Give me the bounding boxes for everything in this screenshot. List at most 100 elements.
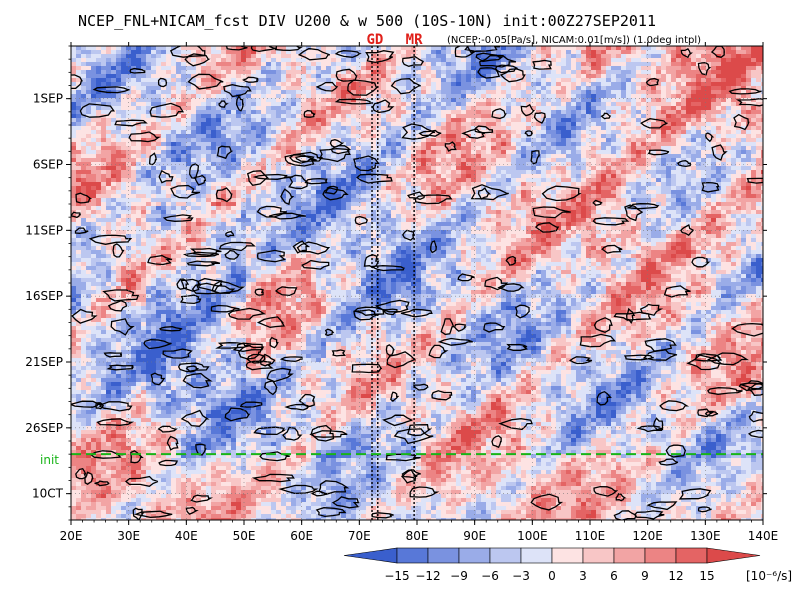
heatmap-cell <box>146 70 152 75</box>
heatmap-cell <box>171 158 177 163</box>
heatmap-cell <box>626 178 632 183</box>
heatmap-cell <box>591 94 597 99</box>
heatmap-cell <box>156 142 162 147</box>
heatmap-cell <box>696 162 702 167</box>
heatmap-cell <box>606 70 612 75</box>
heatmap-cell <box>181 70 187 75</box>
heatmap-cell <box>201 90 207 95</box>
heatmap-cell <box>401 94 407 99</box>
heatmap-cell <box>246 150 252 155</box>
heatmap-cell <box>326 78 332 83</box>
heatmap-cell <box>151 134 157 139</box>
heatmap-cell <box>121 186 127 191</box>
heatmap-cell <box>586 58 592 63</box>
heatmap-cell <box>146 46 152 51</box>
heatmap-cell <box>571 74 577 79</box>
heatmap-cell <box>246 74 252 79</box>
heatmap-cell <box>246 102 252 107</box>
heatmap-cell <box>366 46 372 51</box>
heatmap-cell <box>526 158 532 163</box>
heatmap-cell <box>471 182 477 187</box>
heatmap-cell <box>471 150 477 155</box>
heatmap-cell <box>541 146 547 151</box>
heatmap-cell <box>96 54 102 59</box>
heatmap-cell <box>236 178 242 183</box>
heatmap-cell <box>476 50 482 55</box>
heatmap-cell <box>356 90 362 95</box>
heatmap-cell <box>286 70 292 75</box>
heatmap-cell <box>371 174 377 179</box>
heatmap-cell <box>576 158 582 163</box>
heatmap-cell <box>301 182 307 187</box>
heatmap-cell <box>681 130 687 135</box>
heatmap-cell <box>211 62 217 67</box>
heatmap-cell <box>566 166 572 171</box>
heatmap-cell <box>646 102 652 107</box>
heatmap-cell <box>756 146 762 151</box>
heatmap-cell <box>591 78 597 83</box>
heatmap-cell <box>91 114 97 119</box>
heatmap-cell <box>121 58 127 63</box>
heatmap-cell <box>571 90 577 95</box>
heatmap-cell <box>631 70 637 75</box>
heatmap-cell <box>341 90 347 95</box>
heatmap-cell <box>306 146 312 151</box>
heatmap-cell <box>526 130 532 135</box>
heatmap-cell <box>176 146 182 151</box>
heatmap-cell <box>521 90 527 95</box>
heatmap-cell <box>561 126 567 131</box>
heatmap-cell <box>171 94 177 99</box>
heatmap-cell <box>566 98 572 103</box>
heatmap-cell <box>421 90 427 95</box>
heatmap-cell <box>621 106 627 111</box>
heatmap-cell <box>131 158 137 163</box>
heatmap-cell <box>416 114 422 119</box>
heatmap-cell <box>361 46 367 51</box>
heatmap-cell <box>561 106 567 111</box>
heatmap-cell <box>701 142 707 147</box>
heatmap-cell <box>621 146 627 151</box>
heatmap-cell <box>576 46 582 51</box>
heatmap-cell <box>206 70 212 75</box>
heatmap-cell <box>551 162 557 167</box>
heatmap-cell <box>111 74 117 79</box>
heatmap-cell <box>106 78 112 83</box>
heatmap-cell <box>411 118 417 123</box>
heatmap-cell <box>431 46 437 51</box>
heatmap-cell <box>336 178 342 183</box>
heatmap-cell <box>86 146 92 151</box>
heatmap-cell <box>456 114 462 119</box>
heatmap-cell <box>311 58 317 63</box>
heatmap-cell <box>756 134 762 139</box>
heatmap-cell <box>311 138 317 143</box>
heatmap-cell <box>481 98 487 103</box>
heatmap-cell <box>451 174 457 179</box>
heatmap-cell <box>501 174 507 179</box>
heatmap-cell <box>76 130 82 135</box>
heatmap-cell <box>396 174 402 179</box>
heatmap-cell <box>166 106 172 111</box>
heatmap-cell <box>71 98 77 103</box>
heatmap-cell <box>426 182 432 187</box>
heatmap-cell <box>541 70 547 75</box>
heatmap-cell <box>141 138 147 143</box>
heatmap-cell <box>736 166 742 171</box>
heatmap-cell <box>281 126 287 131</box>
heatmap-cell <box>521 106 527 111</box>
heatmap-cell <box>416 166 422 171</box>
heatmap-cell <box>356 98 362 103</box>
heatmap-cell <box>761 98 763 103</box>
heatmap-cell <box>91 122 97 127</box>
heatmap-cell <box>86 54 92 59</box>
heatmap-cell <box>751 110 757 115</box>
heatmap-cell <box>371 94 377 99</box>
heatmap-cell <box>101 102 107 107</box>
heatmap-cell <box>286 74 292 79</box>
heatmap-cell <box>616 130 622 135</box>
heatmap-cell <box>391 82 397 87</box>
heatmap-cell <box>636 46 642 51</box>
heatmap-cell <box>366 134 372 139</box>
heatmap-cell <box>151 170 157 175</box>
heatmap-cell <box>216 134 222 139</box>
heatmap-cell <box>611 170 617 175</box>
